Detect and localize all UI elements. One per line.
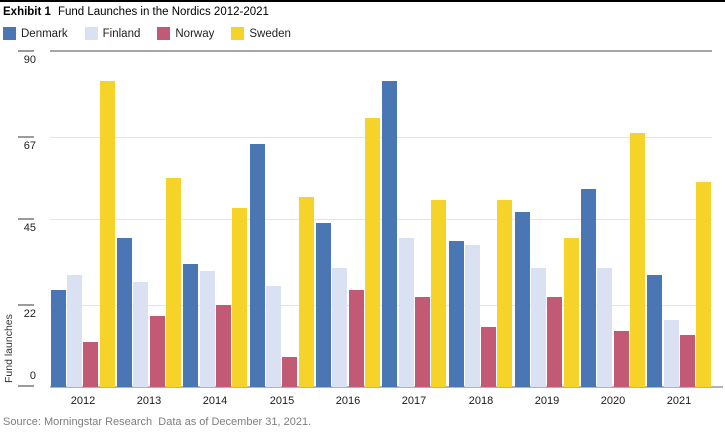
bar-norway-2018 — [481, 327, 496, 387]
legend-item-norway: Norway — [157, 27, 214, 40]
y-tick-mark-45 — [18, 218, 34, 220]
chart-header: Exhibit 1 Fund Launches in the Nordics 20… — [3, 6, 269, 18]
x-tick-label-2016: 2016 — [335, 395, 361, 407]
bar-denmark-2017 — [382, 81, 397, 387]
bar-finland-2016 — [332, 268, 347, 387]
bar-sweden-2018 — [497, 200, 512, 387]
bar-denmark-2019 — [515, 212, 530, 387]
bar-sweden-2013 — [166, 178, 181, 387]
y-tick-mark-67 — [18, 136, 34, 138]
bar-sweden-2017 — [431, 200, 446, 387]
bar-norway-2014 — [216, 305, 231, 387]
bar-denmark-2021 — [647, 275, 662, 387]
bar-finland-2012 — [67, 275, 82, 387]
bar-norway-2021 — [680, 335, 695, 387]
x-axis-baseline — [50, 386, 723, 388]
gridline-67 — [50, 137, 712, 138]
bar-norway-2013 — [150, 316, 165, 387]
bar-sweden-2015 — [299, 197, 314, 387]
bar-sweden-2016 — [365, 118, 380, 387]
bar-finland-2021 — [664, 320, 679, 387]
x-tick-label-2014: 2014 — [202, 395, 228, 407]
bar-norway-2012 — [83, 342, 98, 387]
bar-sweden-2019 — [564, 238, 579, 387]
bar-finland-2017 — [399, 238, 414, 387]
bar-denmark-2014 — [183, 264, 198, 387]
bar-denmark-2012 — [51, 290, 66, 387]
bar-denmark-2015 — [250, 144, 265, 387]
bar-norway-2015 — [282, 357, 297, 387]
legend-label-denmark: Denmark — [21, 27, 68, 40]
legend-swatch-sweden-icon — [231, 27, 245, 40]
bar-sweden-2021 — [696, 182, 711, 387]
x-tick-label-2012: 2012 — [70, 395, 96, 407]
legend-item-denmark: Denmark — [3, 27, 68, 40]
legend-swatch-denmark-icon — [3, 27, 16, 40]
bar-sweden-2012 — [100, 81, 115, 387]
x-tick-label-2019: 2019 — [534, 395, 560, 407]
legend-item-finland: Finland — [84, 27, 141, 40]
bar-denmark-2016 — [316, 223, 331, 387]
x-tick-label-2018: 2018 — [468, 395, 494, 407]
bar-finland-2019 — [531, 268, 546, 387]
x-tick-label-2013: 2013 — [136, 395, 162, 407]
bar-finland-2020 — [597, 268, 612, 387]
legend-swatch-finland-icon — [84, 27, 98, 40]
gridline-45 — [50, 219, 712, 220]
y-axis-label: Fund launches — [3, 314, 15, 383]
bar-finland-2018 — [465, 245, 480, 387]
bar-norway-2017 — [415, 297, 430, 387]
gridline-22 — [50, 305, 712, 306]
bar-denmark-2020 — [581, 189, 596, 387]
bar-sweden-2020 — [630, 133, 645, 387]
chart-legend: Denmark Finland Norway Sweden — [3, 27, 291, 40]
y-tick-mark-90 — [18, 50, 34, 52]
y-tick-label-90: 90 — [23, 54, 36, 66]
bar-norway-2020 — [614, 331, 629, 387]
gridline-90 — [50, 50, 712, 52]
legend-label-norway: Norway — [175, 27, 215, 40]
x-tick-label-2017: 2017 — [401, 395, 427, 407]
y-tick-label-67: 67 — [23, 140, 36, 152]
legend-label-sweden: Sweden — [249, 27, 291, 40]
x-tick-label-2015: 2015 — [269, 395, 295, 407]
legend-item-sweden: Sweden — [231, 27, 291, 40]
y-tick-label-22: 22 — [23, 308, 36, 320]
y-tick-mark-0 — [18, 385, 34, 387]
y-tick-mark-22 — [18, 304, 34, 306]
x-tick-label-2021: 2021 — [666, 395, 692, 407]
bar-finland-2015 — [266, 286, 281, 387]
y-tick-label-0: 0 — [29, 370, 36, 382]
x-tick-label-2020: 2020 — [600, 395, 626, 407]
legend-swatch-norway-icon — [157, 27, 171, 40]
bar-denmark-2013 — [117, 238, 132, 387]
chart-title: Fund Launches in the Nordics 2012-2021 — [57, 6, 269, 18]
bar-sweden-2014 — [232, 208, 247, 387]
bar-norway-2019 — [547, 297, 562, 387]
legend-label-finland: Finland — [102, 27, 141, 40]
y-tick-label-45: 45 — [23, 222, 36, 234]
bar-finland-2013 — [133, 282, 148, 387]
bar-norway-2016 — [349, 290, 364, 387]
top-border-rule — [0, 0, 725, 2]
source-note: Source: Morningstar Research Data as of … — [3, 416, 312, 428]
bar-denmark-2018 — [449, 241, 464, 387]
exhibit-label: Exhibit 1 — [3, 6, 51, 18]
bar-finland-2014 — [200, 271, 215, 387]
